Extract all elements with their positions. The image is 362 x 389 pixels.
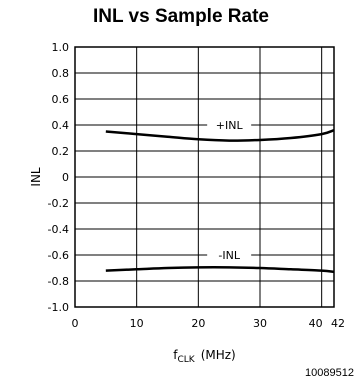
series-label: +INL <box>216 119 244 132</box>
x-tick-label: 10 <box>130 317 144 330</box>
series-line <box>105 266 335 274</box>
y-tick-label: 0.2 <box>52 145 70 158</box>
y-axis-label: INL <box>29 167 43 187</box>
y-tick-label: -0.6 <box>48 249 69 262</box>
x-tick-label: 20 <box>191 317 205 330</box>
x-axis-label-subscript: CLK <box>177 355 195 365</box>
chart-title: INL vs Sample Rate <box>92 6 269 27</box>
y-tick-label: -0.4 <box>48 223 69 236</box>
x-tick-label: 42 <box>331 317 345 330</box>
grid-lines <box>75 47 334 307</box>
y-tick-label: 0.6 <box>52 93 70 106</box>
figure-id: 10089512 <box>305 367 354 379</box>
plot-frame <box>74 46 335 308</box>
y-tick-label: -0.2 <box>48 197 69 210</box>
x-axis-label: fCLK (MHz) <box>173 348 235 365</box>
y-tick-label: 0 <box>62 171 69 184</box>
y-tick-label: 0.8 <box>52 67 70 80</box>
x-tick-labels: 0 10 20 30 40 42 <box>72 317 346 330</box>
x-axis-label-unit: (MHz) <box>201 348 236 362</box>
series-label-bg <box>207 249 252 263</box>
y-tick-label: 0.4 <box>52 119 70 132</box>
y-tick-label: -1.0 <box>48 301 69 314</box>
x-axis-label-symbol: f <box>173 348 178 362</box>
y-tick-labels: 1.0 0.8 0.6 0.4 0.2 0 -0.2 -0.4 -0.6 -0.8 -1.0 <box>48 41 69 314</box>
series-lines <box>105 129 335 274</box>
y-tick-label: -0.8 <box>48 275 69 288</box>
x-tick-label: 40 <box>309 317 323 330</box>
series-label-bg <box>207 119 252 133</box>
x-tick-label: 30 <box>253 317 267 330</box>
series-line <box>105 129 335 142</box>
series-label: -INL <box>218 249 240 262</box>
series-labels: +INL -INL <box>207 119 252 263</box>
x-tick-label: 0 <box>72 317 79 330</box>
y-tick-label: 1.0 <box>52 41 70 54</box>
